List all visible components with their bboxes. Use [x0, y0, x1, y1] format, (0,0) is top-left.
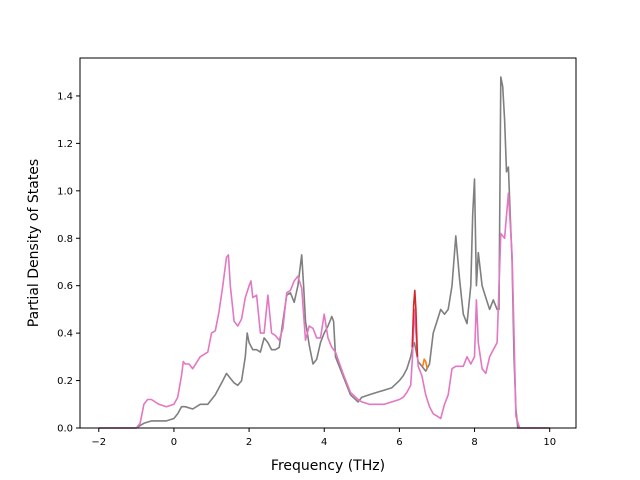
y-tick-label: 0.2 — [57, 376, 73, 387]
x-tick-label: 0 — [171, 437, 177, 448]
x-tick-label: 10 — [543, 437, 556, 448]
series-line-2 — [411, 289, 419, 357]
x-tick-label: 2 — [246, 437, 252, 448]
y-axis-ticks: 0.0 0.2 0.4 0.6 0.8 1.0 1.2 1.4 — [57, 91, 80, 435]
series-layer — [98, 76, 550, 429]
y-tick-label: 0.6 — [57, 281, 73, 292]
x-axis-label: Frequency (THz) — [271, 458, 385, 474]
y-tick-label: 0.8 — [57, 234, 73, 245]
x-tick-label: −2 — [91, 437, 106, 448]
y-tick-label: 1.0 — [57, 186, 73, 197]
x-axis-ticks: −2 0 2 4 6 8 10 — [91, 428, 556, 448]
x-tick-label: 4 — [321, 437, 327, 448]
series-line-3 — [421, 358, 428, 369]
plot-frame — [79, 57, 577, 429]
series-line-0 — [98, 76, 550, 429]
y-tick-label: 0.0 — [57, 424, 73, 435]
y-tick-label: 0.4 — [57, 329, 73, 340]
y-axis-label: Partial Density of States — [26, 159, 42, 327]
x-tick-label: 8 — [471, 437, 477, 448]
series-line-1 — [98, 192, 550, 429]
x-tick-label: 6 — [396, 437, 402, 448]
y-tick-label: 1.2 — [57, 139, 73, 150]
y-tick-label: 1.4 — [57, 91, 73, 102]
